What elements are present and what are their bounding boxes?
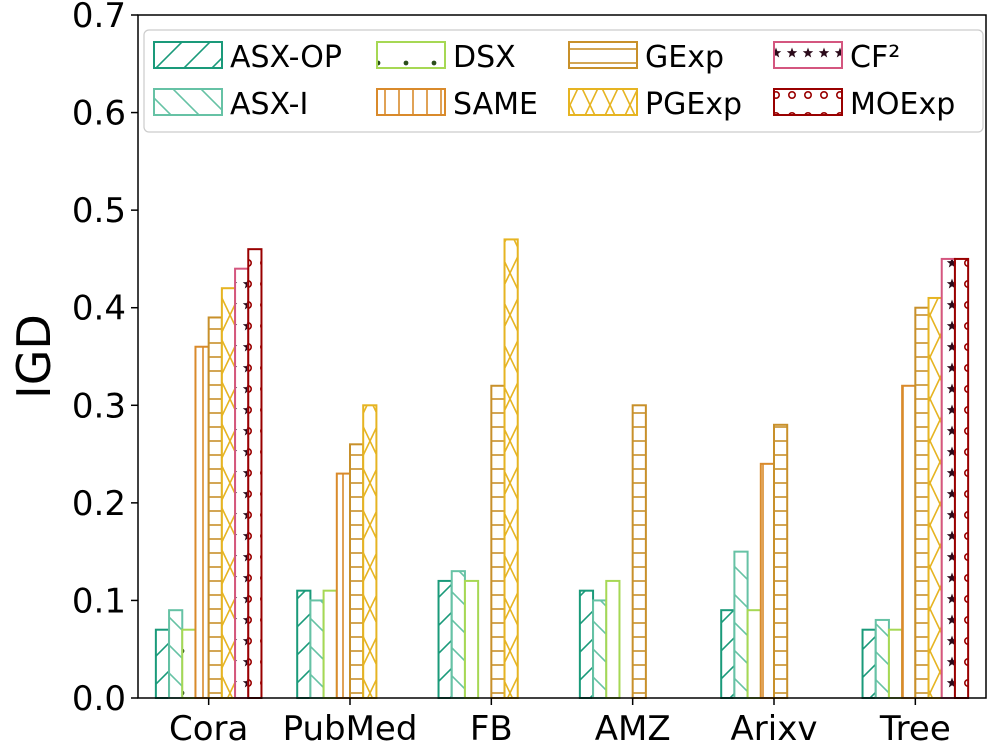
legend-swatch bbox=[154, 89, 222, 115]
y-tick-label: 0.7 bbox=[72, 0, 126, 36]
legend-label: CF² bbox=[850, 40, 900, 75]
legend-label: DSX bbox=[453, 40, 516, 75]
bar-cora-gexp bbox=[209, 317, 222, 698]
legend-label: GExp bbox=[645, 40, 724, 75]
bar-pubmed-gexp bbox=[350, 444, 363, 698]
bar-amz-asxop bbox=[580, 591, 593, 698]
bar-arixv-asxop bbox=[721, 610, 734, 698]
y-tick-label: 0.0 bbox=[72, 679, 126, 719]
x-tick-label-fb: FB bbox=[470, 709, 513, 747]
bar-fb-asxop bbox=[439, 581, 452, 698]
x-tick-label-cora: Cora bbox=[169, 709, 248, 747]
bar-tree-same bbox=[902, 386, 915, 698]
bar-amz-gexp bbox=[633, 405, 646, 698]
bar-arixv-dsx bbox=[748, 610, 761, 698]
legend-swatch bbox=[774, 89, 842, 115]
bar-pubmed-pgexp bbox=[363, 405, 376, 698]
legend-swatch bbox=[377, 89, 445, 115]
bar-arixv-gexp bbox=[774, 425, 787, 698]
legend-swatch bbox=[154, 42, 222, 68]
bar-pubmed-same bbox=[337, 474, 350, 698]
legend-swatch bbox=[377, 42, 445, 68]
bar-cora-asxi bbox=[169, 610, 182, 698]
bar-cora-cf bbox=[235, 269, 248, 698]
legend-label: SAME bbox=[453, 87, 538, 122]
bar-pubmed-asxop bbox=[297, 591, 310, 698]
bar-tree-asxop bbox=[863, 630, 876, 698]
bar-pubmed-asxi bbox=[310, 600, 323, 698]
bar-fb-pgexp bbox=[505, 239, 518, 698]
bar-cora-moexp bbox=[248, 249, 261, 698]
bar-fb-dsx bbox=[465, 581, 478, 698]
bar-fb-gexp bbox=[491, 386, 504, 698]
x-tick-label-arixv: Arixv bbox=[731, 709, 818, 747]
igd-bar-chart: 0.0 0.1 0.2 0.3 0.4 0.5 0.6 0.7 Cora PubMed FB AMZ… bbox=[0, 0, 997, 747]
y-tick-label: 0.4 bbox=[72, 289, 126, 329]
legend-label: ASX-I bbox=[230, 87, 308, 122]
y-tick-label: 0.5 bbox=[72, 191, 126, 231]
x-tick-label-pubmed: PubMed bbox=[283, 709, 418, 747]
bar-tree-gexp bbox=[915, 308, 928, 698]
legend-swatch bbox=[569, 42, 637, 68]
bar-cora-same bbox=[195, 347, 208, 698]
bar-fb-asxi bbox=[452, 571, 465, 698]
y-axis: 0.0 0.1 0.2 0.3 0.4 0.5 0.6 0.7 bbox=[72, 0, 138, 719]
y-tick-label: 0.6 bbox=[72, 94, 126, 134]
x-tick-label-tree: Tree bbox=[879, 709, 951, 747]
bars-layer bbox=[156, 239, 968, 698]
x-axis: Cora PubMed FB AMZ Arixv Tree bbox=[169, 698, 951, 747]
bar-tree-pgexp bbox=[929, 298, 942, 698]
bar-amz-asxi bbox=[593, 600, 606, 698]
bar-arixv-same bbox=[761, 464, 774, 698]
legend-label: PGExp bbox=[645, 87, 742, 122]
y-tick-label: 0.1 bbox=[72, 581, 126, 621]
legend-swatch bbox=[774, 42, 842, 68]
legend-label: MOExp bbox=[850, 87, 955, 122]
bar-cora-pgexp bbox=[222, 288, 235, 698]
legend: ASX-OP ASX-I DSX SAME GExp PGExp CF² MOExp bbox=[144, 30, 983, 132]
bar-tree-cf bbox=[942, 259, 955, 698]
bar-pubmed-dsx bbox=[324, 591, 337, 698]
bar-tree-moexp bbox=[955, 259, 968, 698]
bar-cora-asxop bbox=[156, 630, 169, 698]
legend-label: ASX-OP bbox=[230, 40, 342, 75]
y-tick-label: 0.3 bbox=[72, 386, 126, 426]
bar-tree-dsx bbox=[889, 630, 902, 698]
y-tick-label: 0.2 bbox=[72, 484, 126, 524]
y-axis-label: IGD bbox=[7, 314, 61, 399]
bar-cora-dsx bbox=[182, 630, 195, 698]
bar-tree-asxi bbox=[876, 620, 889, 698]
legend-swatch bbox=[569, 89, 637, 115]
bar-arixv-asxi bbox=[734, 552, 747, 698]
x-tick-label-amz: AMZ bbox=[595, 709, 671, 747]
bar-amz-dsx bbox=[606, 581, 619, 698]
